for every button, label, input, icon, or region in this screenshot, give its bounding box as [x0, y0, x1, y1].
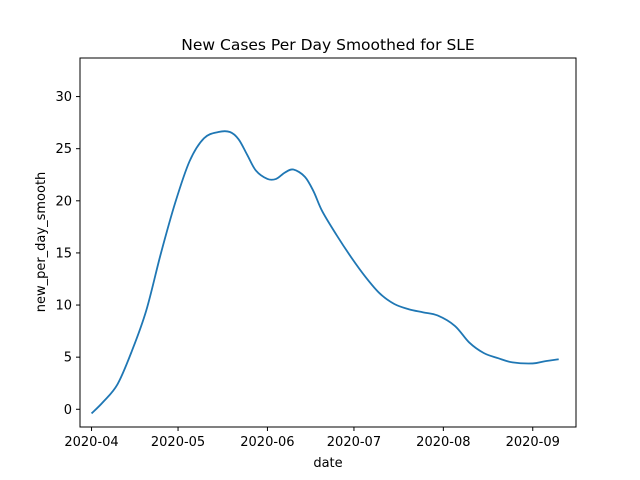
y-tick-label: 30: [55, 90, 72, 105]
plot-area: [90, 130, 559, 415]
axes-frame: [79, 57, 577, 428]
y-tick-label: 0: [64, 403, 72, 418]
y-axis-label: new_per_day_smooth: [34, 172, 49, 313]
y-axis: 0 5 10 15 20 25 30: [55, 90, 80, 418]
y-tick-label: 5: [64, 351, 72, 366]
x-tick-label: 2020-06: [240, 435, 294, 450]
chart-title: New Cases Per Day Smoothed for SLE: [181, 36, 474, 54]
y-tick-label: 10: [55, 299, 72, 314]
x-axis-label: date: [313, 456, 342, 471]
x-axis: 2020-04 2020-05 2020-06 2020-07 2020-08 2020-…: [64, 427, 560, 450]
x-tick-label: 2020-04: [64, 435, 118, 450]
series-line-0: [90, 130, 559, 415]
y-tick-label: 20: [55, 194, 72, 209]
y-tick-label: 25: [55, 142, 72, 157]
x-tick-label: 2020-07: [327, 435, 381, 450]
x-tick-label: 2020-09: [506, 435, 560, 450]
x-tick-label: 2020-08: [416, 435, 470, 450]
x-tick-label: 2020-05: [151, 435, 205, 450]
y-tick-label: 15: [55, 246, 72, 261]
